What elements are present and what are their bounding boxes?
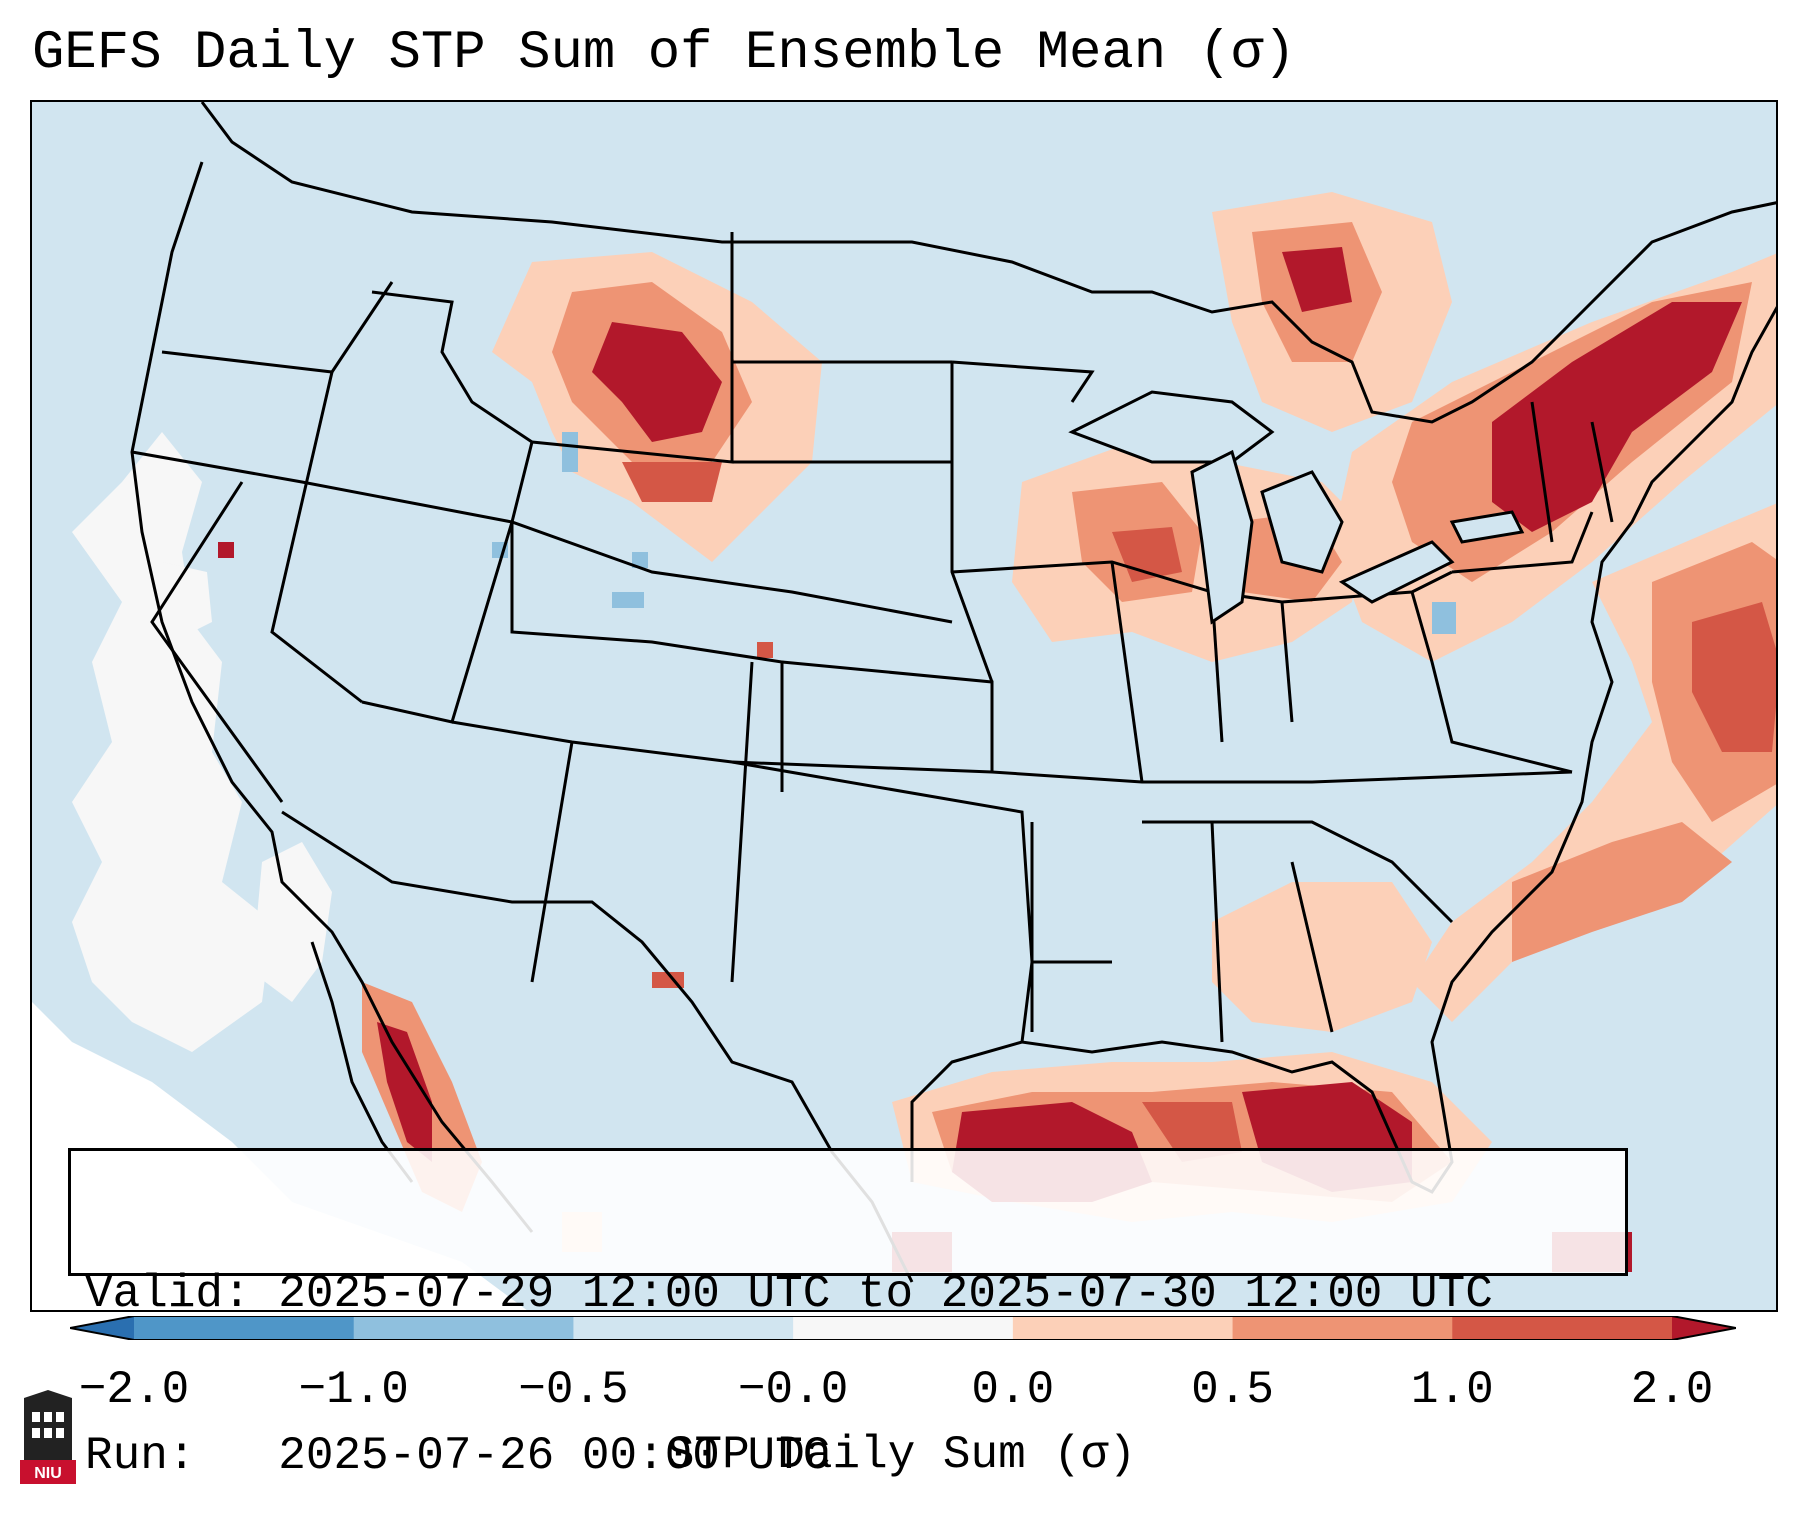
colorbar-segment: [1012, 1316, 1234, 1340]
colorbar-segment: [134, 1316, 355, 1340]
colorbar-tick-label: −1.0: [298, 1364, 409, 1416]
colorbar-segment: [1232, 1316, 1453, 1340]
negative-anomaly-cells: [492, 432, 1456, 634]
colorbar-extend-max: [1672, 1316, 1736, 1340]
boundaries: [130, 102, 1776, 1283]
colorbar-segment: [793, 1316, 1014, 1340]
chart-title: GEFS Daily STP Sum of Ensemble Mean (σ): [32, 23, 1296, 84]
colorbar-tick-label: 2.0: [1630, 1364, 1714, 1416]
colorbar-label: STP Daily Sum (σ): [666, 1429, 1137, 1481]
colorbar-tick-label: −0.5: [518, 1364, 629, 1416]
colorbar-segment: [353, 1316, 574, 1340]
colorbar-tick-label: −0.0: [737, 1364, 849, 1416]
map-svg: [32, 102, 1776, 1310]
colorbar-segment: [1452, 1316, 1673, 1340]
colorbar-segment: [573, 1316, 794, 1340]
colorbar-extend-min: [70, 1316, 134, 1340]
logo-text: NIU: [34, 1465, 62, 1482]
colorbar: [70, 1316, 1736, 1340]
colorbar-tick-label: 0.0: [971, 1364, 1055, 1416]
colorbar-tick-label: 1.0: [1410, 1364, 1494, 1416]
niu-logo: NIU: [20, 1390, 76, 1484]
valid-time-line: Valid: 2025-07-29 12:00 UTC to 2025-07-3…: [85, 1268, 1493, 1320]
map-panel: [30, 100, 1778, 1312]
pacific-white-patches: [72, 432, 332, 1052]
colorbar-tick-label: −2.0: [78, 1364, 190, 1416]
colorbar-tick-label: 0.5: [1191, 1364, 1274, 1416]
info-box: Valid: 2025-07-29 12:00 UTC to 2025-07-3…: [68, 1148, 1628, 1482]
run-time-line: Run: 2025-07-26 00:00 UTC: [85, 1430, 831, 1482]
great-lakes: [1068, 390, 1525, 625]
